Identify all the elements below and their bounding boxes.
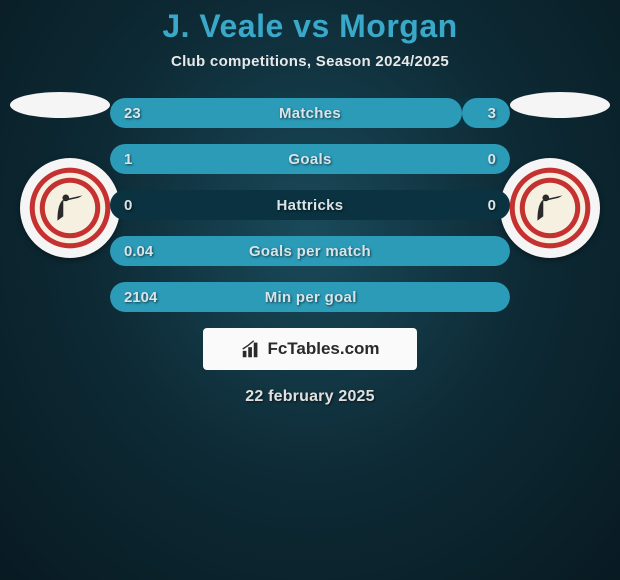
- player-placeholder-right: [510, 92, 610, 118]
- chart-icon: [240, 338, 262, 360]
- cardiff-met-badge-icon: [508, 166, 592, 250]
- stat-value-right: 0: [450, 151, 510, 168]
- stat-row: 2104Min per goal: [110, 282, 510, 312]
- stat-label: Matches: [170, 105, 450, 122]
- stats-container: 23Matches31Goals00Hattricks00.04Goals pe…: [0, 98, 620, 406]
- date-text: 22 february 2025: [0, 388, 620, 406]
- club-badge-left: [20, 158, 120, 258]
- stat-value-right: 0: [450, 197, 510, 214]
- stat-value-right: 3: [450, 105, 510, 122]
- stat-value-left: 1: [110, 151, 170, 168]
- stat-value-left: 0.04: [110, 243, 170, 260]
- stat-label: Min per goal: [171, 289, 450, 306]
- stat-value-left: 2104: [110, 289, 171, 306]
- stat-row: 0.04Goals per match: [110, 236, 510, 266]
- stat-row: 23Matches3: [110, 98, 510, 128]
- stat-row: 0Hattricks0: [110, 190, 510, 220]
- fctables-logo[interactable]: FcTables.com: [203, 328, 417, 370]
- player-placeholder-left: [10, 92, 110, 118]
- page-subtitle: Club competitions, Season 2024/2025: [0, 53, 620, 70]
- stat-rows: 23Matches31Goals00Hattricks00.04Goals pe…: [110, 98, 510, 312]
- stat-label: Goals per match: [170, 243, 450, 260]
- logo-text: FcTables.com: [267, 339, 379, 359]
- stat-value-left: 23: [110, 105, 170, 122]
- club-badge-right: [500, 158, 600, 258]
- page-title: J. Veale vs Morgan: [0, 8, 620, 45]
- cardiff-met-badge-icon: [28, 166, 112, 250]
- stat-value-left: 0: [110, 197, 170, 214]
- header: J. Veale vs Morgan Club competitions, Se…: [0, 0, 620, 70]
- stat-label: Hattricks: [170, 197, 450, 214]
- stat-label: Goals: [170, 151, 450, 168]
- stat-row: 1Goals0: [110, 144, 510, 174]
